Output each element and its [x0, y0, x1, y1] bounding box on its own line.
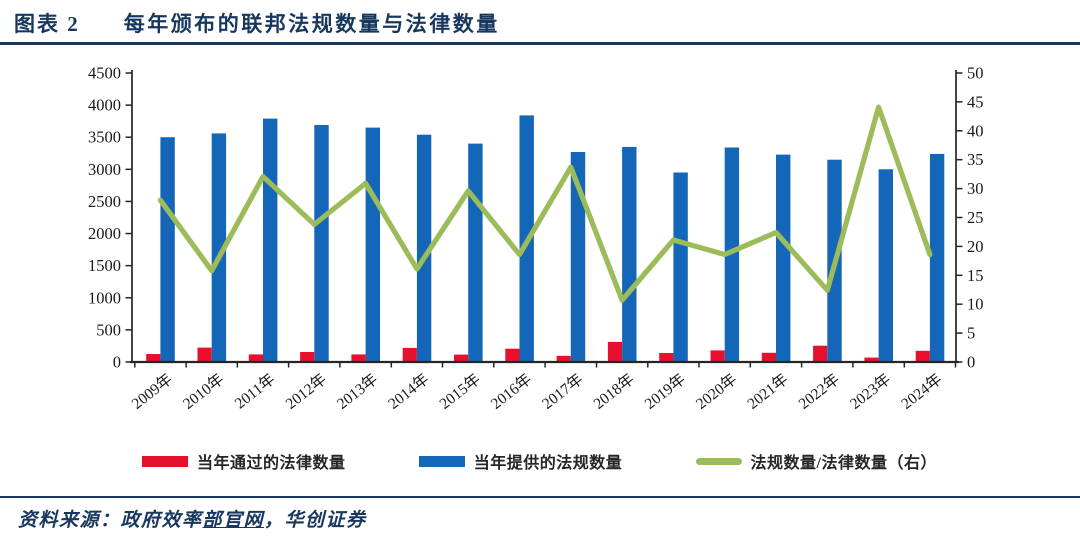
bar-laws: [197, 347, 212, 362]
x-axis-category-label: 2015年: [436, 370, 484, 413]
bar-regulations: [673, 172, 688, 362]
bar-laws: [864, 357, 879, 362]
x-axis-category-label: 2017年: [539, 370, 587, 413]
source-link[interactable]: 部官网: [202, 510, 265, 531]
bar-laws: [556, 355, 571, 362]
laws-swatch-icon: [142, 455, 188, 467]
legend-item-regulations: 当年提供的法规数量: [418, 449, 623, 473]
title-underline: [0, 42, 1080, 45]
bar-laws: [915, 350, 930, 362]
x-axis-category-label: 2024年: [898, 370, 946, 413]
x-axis-category-label: 2009年: [128, 370, 176, 413]
footer-divider: [0, 496, 1080, 498]
bar-regulations: [570, 152, 586, 362]
x-axis-category-label: 2012年: [282, 370, 330, 413]
source-suffix: ，华创证券: [264, 510, 367, 531]
x-axis-category-label: 2022年: [795, 370, 843, 413]
bar-laws: [146, 354, 161, 362]
bar-regulations: [263, 118, 278, 362]
x-axis-category-label: 2013年: [333, 370, 381, 413]
x-axis-category-label: 2020年: [692, 370, 740, 413]
bar-laws: [300, 352, 315, 362]
x-axis-category-label: 2021年: [744, 370, 792, 413]
legend-label: 法规数量/法律数量（右）: [750, 455, 937, 472]
x-axis-category-label: 2011年: [231, 370, 278, 412]
right-axis-tick-label: 15: [967, 266, 984, 285]
right-axis-tick-label: 25: [967, 208, 984, 227]
left-axis-tick-label: 4500: [88, 64, 121, 83]
right-axis-tick-label: 30: [967, 179, 984, 198]
bar-regulations: [365, 127, 380, 362]
legend-label: 当年通过的法律数量: [197, 455, 346, 472]
bar-laws: [607, 341, 623, 362]
legend-item-ratio: 法规数量/法律数量（右）: [695, 449, 937, 473]
right-axis-tick-label: 50: [967, 64, 984, 83]
left-axis-tick-label: 3500: [88, 128, 121, 147]
left-axis-tick-label: 2000: [88, 224, 121, 243]
source-note: 资料来源：政府效率部官网，华创证券: [18, 505, 367, 532]
right-axis-tick-label: 20: [967, 237, 984, 256]
left-axis-tick-label: 2500: [88, 192, 121, 211]
left-axis-tick-label: 0: [113, 353, 121, 372]
bar-laws: [761, 352, 776, 362]
right-axis-tick-label: 40: [967, 121, 984, 140]
bar-laws: [505, 348, 520, 362]
left-axis-tick-label: 500: [96, 320, 121, 339]
left-axis-tick-label: 4000: [88, 96, 121, 115]
bar-laws: [659, 353, 674, 362]
right-axis-tick-label: 10: [967, 295, 984, 314]
x-axis-category-label: 2014年: [385, 370, 433, 413]
figure-number: 图表 2: [14, 12, 80, 36]
bar-regulations: [468, 143, 483, 362]
legend-item-laws: 当年通过的法律数量: [142, 449, 346, 473]
bar-regulations: [724, 147, 740, 362]
page-title: 每年颁布的联邦法规数量与法律数量: [123, 12, 500, 36]
x-axis-category-label: 2019年: [641, 370, 689, 413]
right-axis-tick-label: 0: [967, 353, 975, 372]
bar-laws: [454, 354, 469, 362]
bar-regulations: [878, 169, 893, 362]
right-axis-tick-label: 35: [967, 150, 984, 169]
legend-label: 当年提供的法规数量: [473, 455, 623, 472]
left-axis-tick-label: 3000: [88, 160, 121, 179]
bar-laws: [248, 354, 263, 362]
x-axis-category-label: 2018年: [590, 370, 638, 413]
bar-regulations: [416, 134, 432, 362]
bar-laws: [813, 345, 828, 362]
left-axis-tick-label: 1000: [88, 288, 121, 307]
chart-legend: 当年通过的法律数量 当年提供的法规数量 法规数量/法律数量（右）: [142, 449, 937, 473]
x-axis-category-label: 2010年: [179, 370, 227, 413]
x-axis-category-label: 2023年: [846, 370, 894, 413]
bar-laws: [402, 347, 417, 362]
bar-regulations: [622, 146, 637, 362]
right-axis-tick-label: 45: [967, 92, 984, 111]
figure-header: 图表 2 每年颁布的联邦法规数量与法律数量: [14, 7, 500, 39]
source-prefix: 资料来源：政府效率: [18, 510, 203, 531]
bar-regulations: [160, 137, 175, 362]
bar-regulations: [211, 133, 227, 362]
bar-regulations: [314, 125, 329, 362]
bar-regulations: [776, 154, 791, 362]
bar-regulations: [929, 153, 945, 362]
right-axis-tick-label: 5: [967, 324, 975, 343]
regulations-swatch-icon: [418, 455, 465, 467]
ratio-line-swatch-icon: [695, 457, 742, 465]
ratio-line: [157, 104, 933, 303]
x-axis-category-label: 2016年: [487, 370, 535, 413]
left-axis-tick-label: 1500: [88, 256, 121, 275]
bar-laws: [710, 350, 725, 362]
bar-laws: [351, 354, 366, 362]
